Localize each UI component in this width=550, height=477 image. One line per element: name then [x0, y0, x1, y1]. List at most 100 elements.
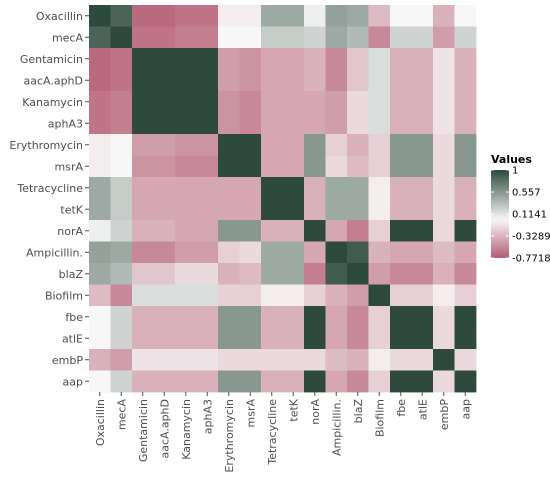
heatmap-cell — [132, 5, 154, 27]
legend-title: Values — [491, 153, 532, 166]
heatmap-cell — [304, 177, 326, 199]
heatmap-cell — [325, 177, 348, 199]
heatmap-cell — [89, 349, 111, 371]
heatmap-cell — [304, 134, 326, 156]
heatmap-cell — [368, 370, 391, 393]
heatmap-cell — [261, 155, 283, 178]
heatmap-cell — [261, 69, 283, 92]
heatmap-cell — [261, 198, 283, 221]
heatmap-cell — [390, 370, 412, 393]
heatmap-cell — [454, 263, 477, 285]
heatmap-cell — [196, 327, 219, 350]
heatmap-cell — [433, 349, 455, 371]
heatmap-cell — [433, 69, 455, 92]
heatmap-cell — [282, 263, 305, 285]
heatmap-cell — [282, 349, 305, 371]
heatmap-cell — [325, 306, 348, 328]
heatmap-cell — [261, 220, 283, 242]
heatmap-cell — [304, 263, 326, 285]
heatmap-cell — [175, 155, 197, 178]
heatmap-cell — [132, 134, 154, 156]
heatmap-cell — [132, 112, 154, 135]
heatmap-cell — [347, 327, 369, 350]
heatmap-cell — [218, 26, 240, 49]
y-tick-label: Biofilm — [45, 289, 83, 302]
heatmap-cell — [347, 91, 369, 113]
heatmap-cell — [175, 220, 197, 242]
heatmap-cell — [454, 5, 477, 27]
heatmap-cell — [175, 349, 197, 371]
heatmap-cell — [368, 69, 391, 92]
heatmap-cell — [454, 26, 477, 49]
heatmap-cell — [196, 241, 219, 264]
heatmap-cell — [261, 241, 283, 264]
heatmap-cell — [433, 26, 455, 49]
heatmap-cell — [218, 220, 240, 242]
heatmap-cell — [218, 327, 240, 350]
heatmap-cell — [304, 48, 326, 70]
heatmap-cell — [175, 5, 197, 27]
heatmap-cell — [390, 241, 412, 264]
heatmap-cell — [347, 155, 369, 178]
heatmap-cell — [282, 112, 305, 135]
heatmap-cell — [196, 263, 219, 285]
heatmap-cell — [347, 306, 369, 328]
heatmap-cell — [239, 263, 262, 285]
legend-label: 0.1141 — [512, 210, 547, 221]
color-legend: Values 1 0.557 0.1141 -0.3289 -0.7718 — [491, 153, 550, 265]
heatmap-cell — [110, 241, 133, 264]
heatmap-cell — [196, 177, 219, 199]
heatmap-cell — [347, 198, 369, 221]
heatmap-cell — [132, 26, 154, 49]
heatmap-cell — [196, 370, 219, 393]
heatmap-cell — [153, 220, 176, 242]
heatmap-cell — [261, 26, 283, 49]
heatmap-cell — [454, 327, 477, 350]
heatmap-cell — [325, 284, 348, 307]
heatmap-cell — [433, 220, 455, 242]
heatmap-cell — [325, 327, 348, 350]
heatmap-cell — [304, 220, 326, 242]
heatmap-cell — [454, 306, 477, 328]
heatmap-cell — [239, 134, 262, 156]
heatmap-cell — [390, 26, 412, 49]
heatmap-cell — [411, 48, 434, 70]
heatmap-cell — [132, 220, 154, 242]
heatmap-cell — [325, 48, 348, 70]
heatmap-cell — [433, 91, 455, 113]
y-tick-label: embP — [52, 354, 83, 367]
heatmap-cell — [261, 306, 283, 328]
heatmap-cell — [89, 241, 111, 264]
heatmap-cell — [110, 177, 133, 199]
heatmap-cell — [218, 306, 240, 328]
heatmap-cell — [132, 327, 154, 350]
heatmap-cell — [261, 48, 283, 70]
legend-ticks: 1 0.557 0.1141 -0.3289 -0.7718 — [491, 166, 550, 265]
heatmap-cell — [110, 48, 133, 70]
heatmap-cell — [153, 198, 176, 221]
heatmap-cell — [239, 69, 262, 92]
heatmap-cell — [368, 26, 391, 49]
heatmap-cell — [110, 69, 133, 92]
x-tick-label: Biofilm — [373, 399, 386, 437]
heatmap-cell — [239, 91, 262, 113]
heatmap-cell — [153, 349, 176, 371]
heatmap-cell — [347, 112, 369, 135]
heatmap-cell — [239, 349, 262, 371]
heatmap-cell — [347, 5, 369, 27]
heatmap-cell — [304, 112, 326, 135]
heatmap-cell — [261, 177, 283, 199]
heatmap-cell — [390, 220, 412, 242]
x-tick-label: Ampicillin. — [330, 399, 343, 456]
heatmap-cell — [282, 198, 305, 221]
heatmap-cell — [454, 198, 477, 221]
heatmap-cell — [153, 48, 176, 70]
heatmap-cell — [132, 177, 154, 199]
heatmap-cell — [218, 198, 240, 221]
heatmap-cell — [218, 284, 240, 307]
heatmap-cell — [304, 327, 326, 350]
x-tick-label: aap — [459, 399, 472, 419]
heatmap-cell — [218, 241, 240, 264]
heatmap-cell — [196, 26, 219, 49]
heatmap-cell — [433, 370, 455, 393]
